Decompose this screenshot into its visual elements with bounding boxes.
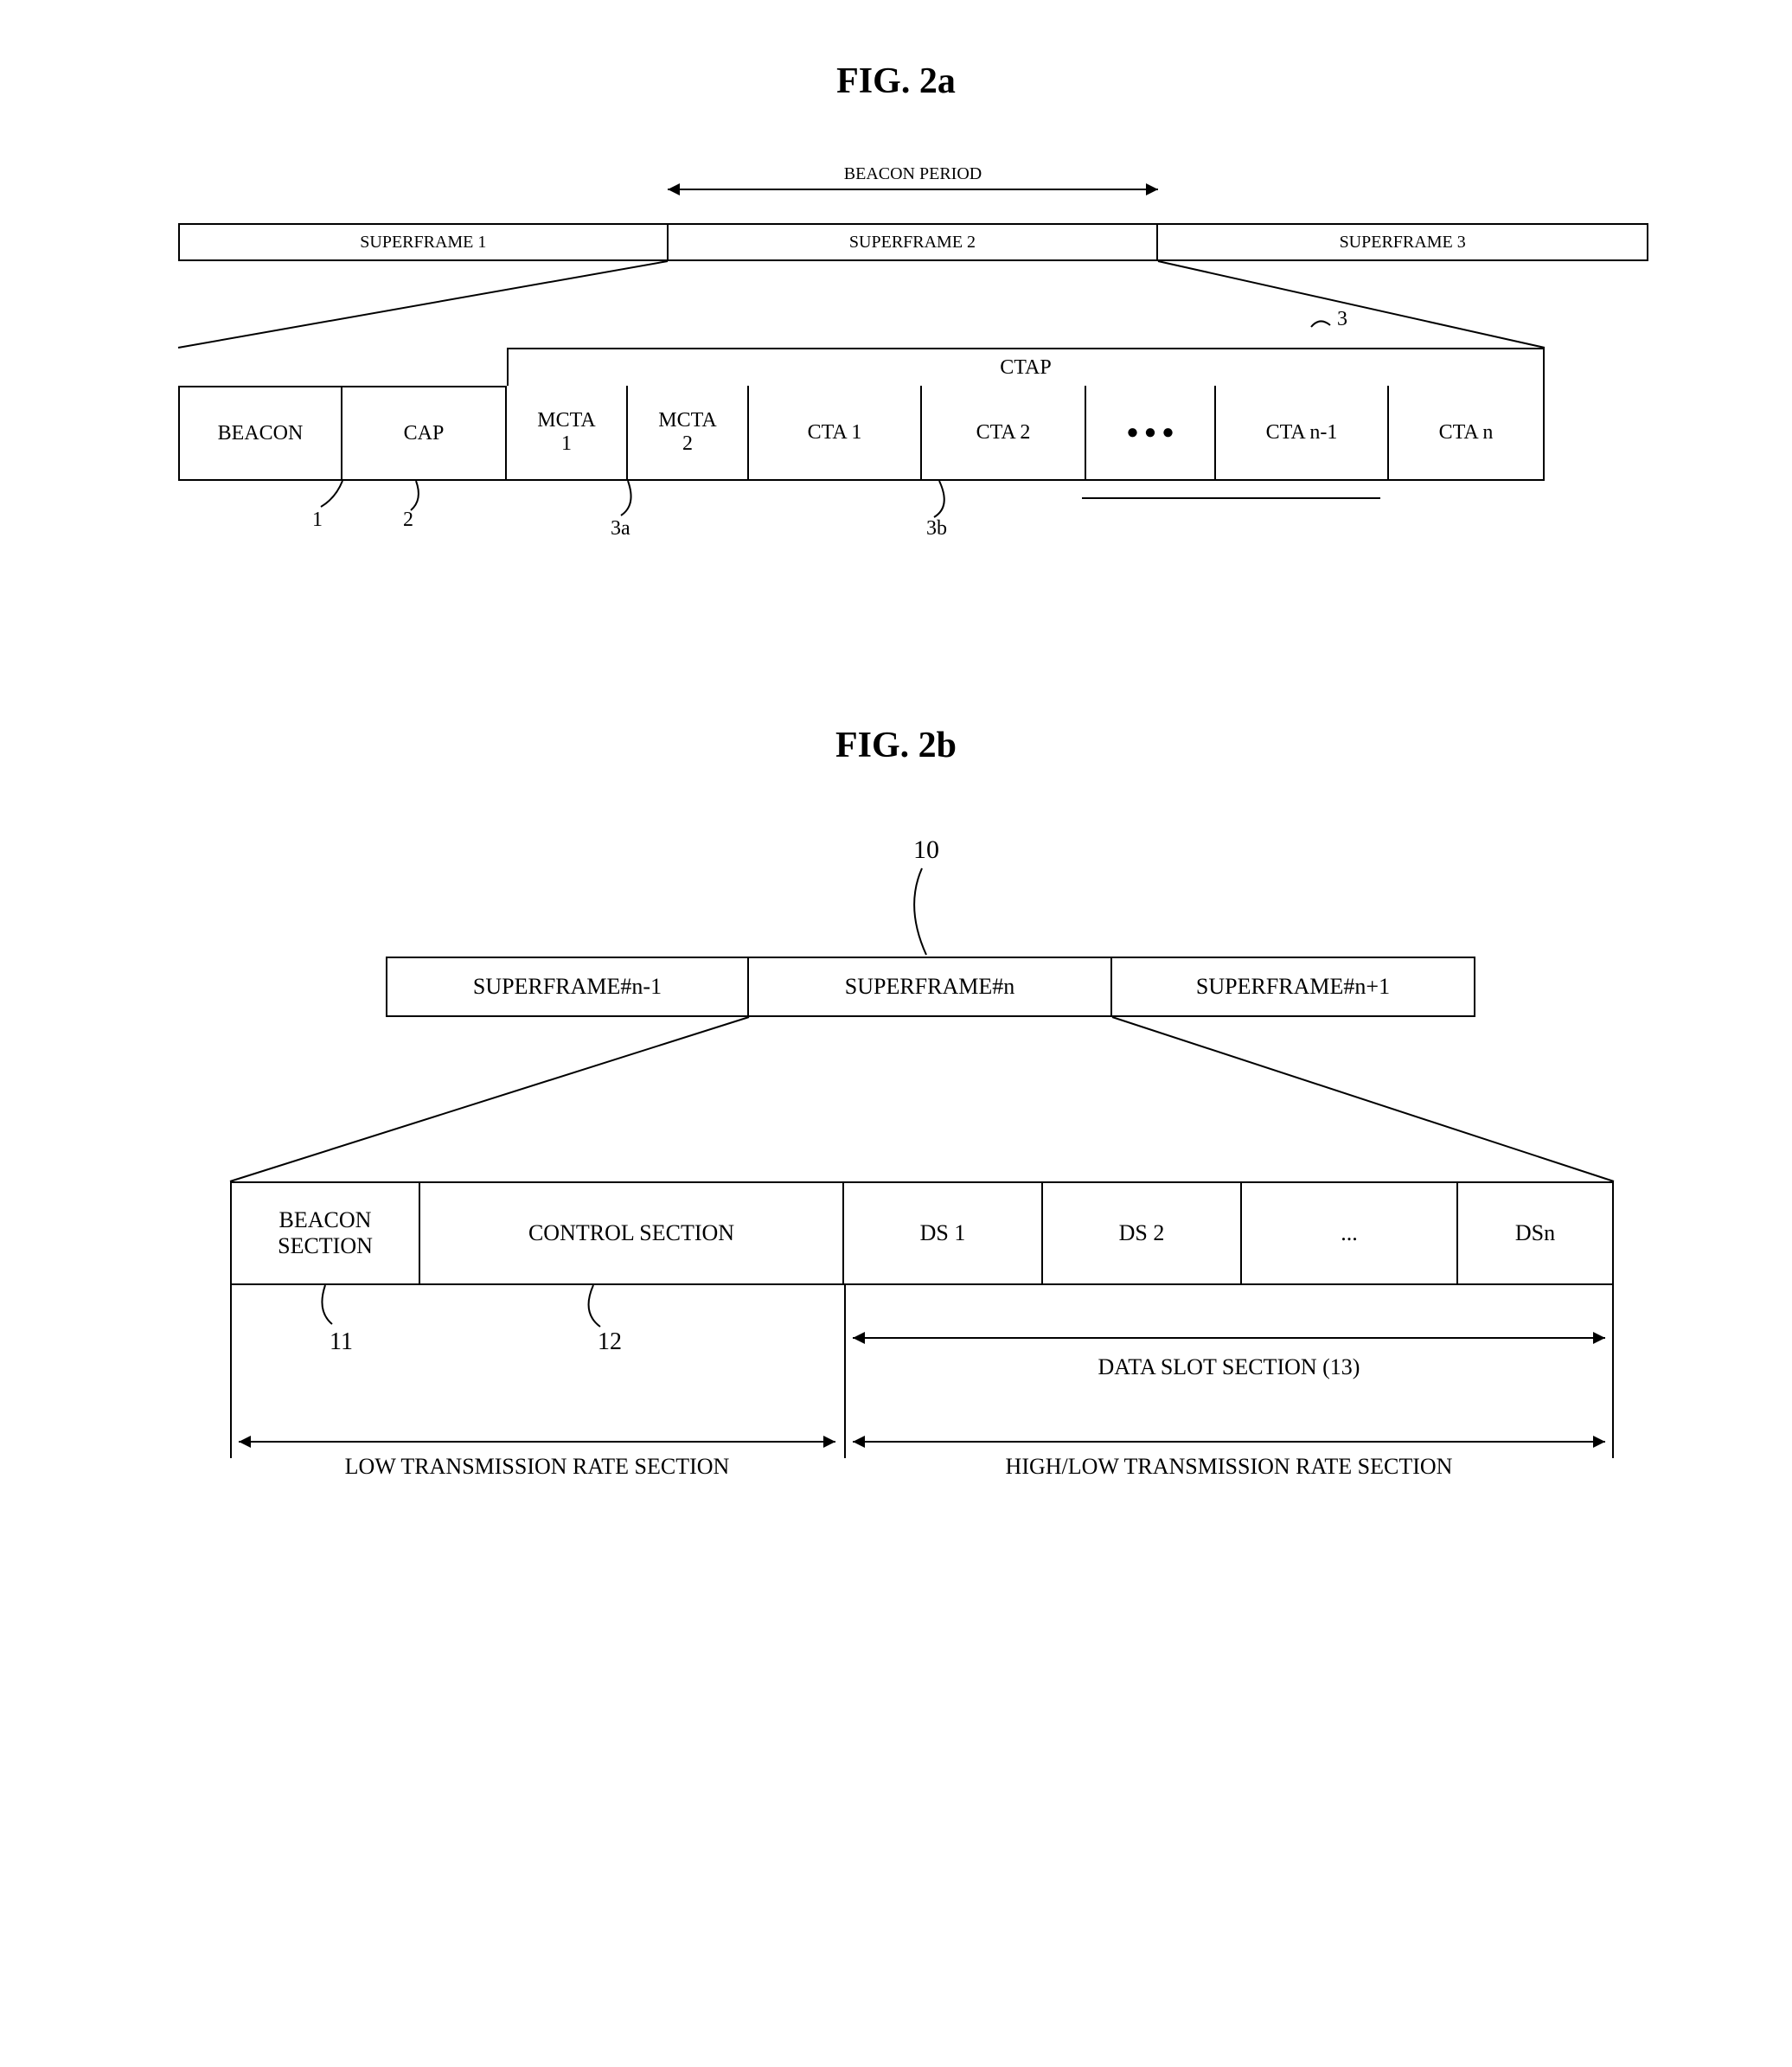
high-low-rate-arrow — [853, 1441, 1605, 1443]
superframe-cell: SUPERFRAME 1 — [178, 223, 669, 261]
detail-cell: ... — [1242, 1181, 1458, 1285]
ref-11: 11 — [330, 1328, 353, 1356]
high-low-rate-label: HIGH/LOW TRANSMISSION RATE SECTION — [853, 1454, 1605, 1480]
detail-cell: CONTROL SECTION — [420, 1181, 844, 1285]
detail-cell: CTA n — [1389, 386, 1545, 481]
detail-cell: BEACON — [178, 386, 342, 481]
figure-2a: BEACON PERIOD SUPERFRAME 1SUPERFRAME 2SU… — [74, 171, 1718, 621]
ref-12: 12 — [598, 1328, 622, 1356]
figure-2a-title: FIG. 2a — [35, 61, 1757, 102]
detail-cell: CAP — [342, 386, 507, 481]
detail-cell: CTA 2 — [922, 386, 1086, 481]
ref-3a: 3a — [611, 517, 630, 541]
tick-ds-start — [844, 1285, 846, 1458]
detail-cell: CTA n-1 — [1216, 386, 1389, 481]
ref-2: 2 — [403, 509, 413, 532]
superframe-cell: SUPERFRAME 3 — [1158, 223, 1648, 261]
superframe-cell: SUPERFRAME#n-1 — [386, 957, 749, 1017]
ctap-label: CTAP — [507, 348, 1545, 386]
expand-lines-2b — [161, 835, 1631, 1510]
beacon-period-label: BEACON PERIOD — [668, 164, 1158, 184]
low-rate-arrow — [239, 1441, 835, 1443]
detail-cell: MCTA 2 — [628, 386, 749, 481]
ref-pointers-2b — [161, 835, 1631, 1510]
beacon-period-arrow — [668, 189, 1158, 190]
superframe-row-2b: SUPERFRAME#n-1SUPERFRAME#nSUPERFRAME#n+1 — [386, 957, 1475, 1017]
ref-3: 3 — [1337, 308, 1347, 331]
superframe-cell: SUPERFRAME 2 — [669, 223, 1159, 261]
data-slot-arrow — [853, 1337, 1605, 1339]
detail-cell: CTA 1 — [749, 386, 922, 481]
detail-cell: MCTA 1 — [507, 386, 628, 481]
detail-cell: BEACON SECTION — [230, 1181, 420, 1285]
tick-left — [230, 1285, 232, 1458]
figure-2b-title: FIG. 2b — [35, 725, 1757, 766]
detail-row-2a: BEACONCAPMCTA 1MCTA 2CTA 1CTA 2● ● ●CTA … — [178, 386, 1545, 481]
ref-10: 10 — [913, 835, 939, 865]
tick-right — [1612, 1285, 1614, 1458]
figure-2b: 10 SUPERFRAME#n-1SUPERFRAME#nSUPERFRAME#… — [161, 835, 1631, 1510]
detail-cell: DS 2 — [1043, 1181, 1242, 1285]
detail-cell: DS 1 — [844, 1181, 1043, 1285]
ref-10-pointer — [161, 835, 1631, 1510]
superframe-row: SUPERFRAME 1SUPERFRAME 2SUPERFRAME 3 — [178, 223, 1648, 261]
superframe-cell: SUPERFRAME#n+1 — [1112, 957, 1475, 1017]
ref-1: 1 — [312, 509, 323, 532]
ctap-header: CTAP — [507, 348, 1545, 386]
detail-cell: DSn — [1458, 1181, 1614, 1285]
detail-cell: ● ● ● — [1086, 386, 1216, 481]
superframe-cell: SUPERFRAME#n — [749, 957, 1112, 1017]
ref-3b: 3b — [926, 517, 947, 541]
detail-row-2b: BEACON SECTIONCONTROL SECTIONDS 1DS 2...… — [230, 1181, 1614, 1285]
data-slot-label: DATA SLOT SECTION (13) — [853, 1354, 1605, 1380]
low-rate-label: LOW TRANSMISSION RATE SECTION — [239, 1454, 835, 1480]
